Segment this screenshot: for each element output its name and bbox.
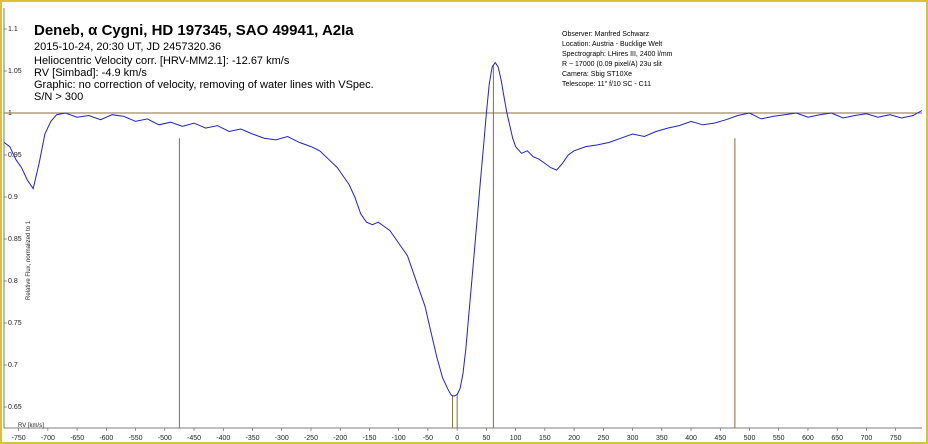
x-tick-label: -750 bbox=[12, 435, 26, 442]
x-tick-label: -400 bbox=[216, 435, 230, 442]
info-line-5: Camera: Sbig ST10Xe bbox=[562, 71, 632, 78]
x-tick-label: 500 bbox=[744, 435, 756, 442]
x-tick-label: 300 bbox=[627, 435, 639, 442]
x-axis-label: RV [km/s] bbox=[18, 423, 44, 429]
x-tick-label: 50 bbox=[482, 435, 490, 442]
x-tick-label: 550 bbox=[773, 435, 785, 442]
info-line-6: Telescope: 11" f/10 SC - C11 bbox=[562, 81, 651, 88]
x-tick-label: 650 bbox=[831, 435, 843, 442]
x-tick-label: -500 bbox=[158, 435, 172, 442]
subtitle-line-1: 2015-10-24, 20:30 UT, JD 2457320.36 bbox=[34, 41, 221, 53]
x-tick-label: -450 bbox=[187, 435, 201, 442]
y-tick-label: 0.85 bbox=[8, 236, 22, 243]
info-line-3: Spectrograph: LHires III, 2400 l/mm bbox=[562, 51, 673, 58]
y-tick-label: 0.65 bbox=[8, 404, 22, 411]
y-tick-label: 0.75 bbox=[8, 320, 22, 327]
x-tick-label: 350 bbox=[656, 435, 668, 442]
subtitle-line-2: Heliocentric Velocity corr. [HRV-MM2.1]:… bbox=[34, 55, 290, 67]
y-tick-label: 0.7 bbox=[8, 362, 18, 369]
subtitle-line-5: S/N > 300 bbox=[34, 91, 83, 103]
chart-title: Deneb, α Cygni, HD 197345, SAO 49941, A2… bbox=[34, 22, 354, 39]
x-tick-label: -250 bbox=[304, 435, 318, 442]
x-tick-label: -300 bbox=[275, 435, 289, 442]
info-line-1: Observer: Manfred Schwarz bbox=[562, 31, 650, 38]
y-tick-label: 0.8 bbox=[8, 278, 18, 285]
x-tick-label: 250 bbox=[597, 435, 609, 442]
x-tick-label: -550 bbox=[129, 435, 143, 442]
y-tick-label: 0.95 bbox=[8, 152, 22, 159]
x-tick-label: 750 bbox=[890, 435, 902, 442]
x-tick-label: 600 bbox=[802, 435, 814, 442]
y-axis-label: Relative Flux, normalized to 1 bbox=[26, 220, 32, 300]
x-tick-label: -650 bbox=[70, 435, 84, 442]
x-tick-label: -50 bbox=[423, 435, 433, 442]
x-tick-label: 0 bbox=[455, 435, 459, 442]
y-tick-label: 1.05 bbox=[8, 68, 22, 75]
x-tick-label: 200 bbox=[568, 435, 580, 442]
x-tick-label: -100 bbox=[392, 435, 406, 442]
info-line-2: Location: Austria - Bucklige Welt bbox=[562, 41, 662, 48]
x-tick-label: 450 bbox=[714, 435, 726, 442]
subtitle-line-4: Graphic: no correction of velocity, remo… bbox=[34, 79, 374, 91]
rv-markers bbox=[178, 65, 736, 428]
x-tick-label: 150 bbox=[539, 435, 551, 442]
x-tick-label: -150 bbox=[362, 435, 376, 442]
spectrum-line bbox=[3, 61, 923, 397]
y-tick-label: 1.1 bbox=[8, 26, 18, 33]
y-axis: 0.650.70.750.80.850.90.9511.051.1 bbox=[4, 26, 22, 411]
x-tick-label: 100 bbox=[510, 435, 522, 442]
info-line-4: R ~ 17000 (0.09 pixel/A) 23u slit bbox=[562, 61, 662, 68]
y-tick-label: 0.9 bbox=[8, 194, 18, 201]
subtitle-line-3: RV [Simbad]: -4.9 km/s bbox=[34, 67, 147, 79]
x-tick-label: -700 bbox=[41, 435, 55, 442]
x-tick-label: -200 bbox=[333, 435, 347, 442]
x-tick-label: -350 bbox=[245, 435, 259, 442]
x-tick-label: 700 bbox=[861, 435, 873, 442]
x-tick-label: -600 bbox=[99, 435, 113, 442]
x-tick-label: 400 bbox=[685, 435, 697, 442]
x-axis: -750 -700 -650 -600 -550 -500 -450 -400 -350 -300… bbox=[12, 428, 902, 442]
